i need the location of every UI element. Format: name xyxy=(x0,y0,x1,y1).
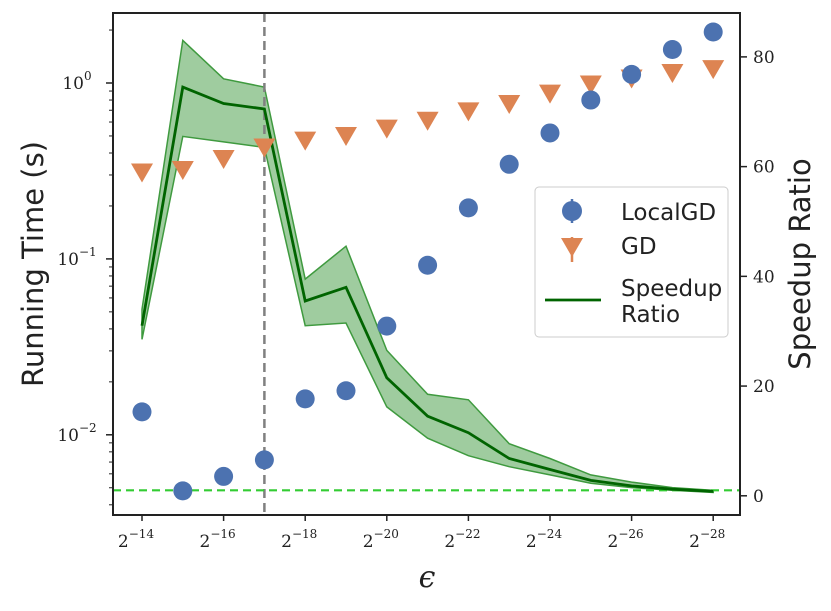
gd-point xyxy=(661,63,684,83)
y-right-tick-label: 0 xyxy=(753,487,764,507)
gd-point xyxy=(457,102,480,122)
x-tick-label: 2−20 xyxy=(363,527,399,552)
localgd-point xyxy=(132,402,152,422)
x-tick-label: 2−22 xyxy=(444,527,480,552)
localgd-point xyxy=(581,90,601,110)
gd-point xyxy=(702,60,725,80)
speedup-confidence-band xyxy=(141,38,714,494)
gd-point xyxy=(539,84,561,104)
legend-localgd-label: LocalGD xyxy=(621,200,716,226)
legend-localgd-marker xyxy=(562,199,582,223)
gd-point xyxy=(579,75,602,95)
x-tick-label: 2−16 xyxy=(200,527,236,552)
gd-point xyxy=(171,161,194,181)
gd-point xyxy=(131,163,153,183)
legend-speedup-label-line1: Speedup xyxy=(621,276,722,302)
gd-point xyxy=(294,131,317,151)
gd-point xyxy=(212,149,235,169)
y-left-tick-label: 10−2 xyxy=(57,421,96,446)
localgd-point xyxy=(173,481,193,501)
x-tick-label: 2−14 xyxy=(118,527,155,552)
plot-frame xyxy=(112,12,741,516)
y-right-tick-label: 80 xyxy=(753,48,775,68)
axes-layer: 2−14 2−16 2−18 2−20 2−22 2−24 2−26 2−28 100 10−1 1… xyxy=(57,29,775,552)
localgd-point xyxy=(540,123,560,143)
localgd-point xyxy=(254,450,274,470)
localgd-point xyxy=(377,316,397,336)
x-axis-label: ϵ xyxy=(419,560,436,595)
y-axis-label-right: Speedup Ratio xyxy=(783,158,817,369)
gd-point xyxy=(375,119,398,139)
localgd-point xyxy=(622,64,642,84)
x-tick-label: 2−24 xyxy=(526,527,563,552)
y-axis-label-left: Running Time (s) xyxy=(16,141,50,387)
y-left-tick-label: 10−1 xyxy=(57,245,96,270)
legend-speedup-label-line2: Ratio xyxy=(621,302,680,328)
legend-gd-marker xyxy=(561,237,583,262)
y-right-tick-label: 40 xyxy=(753,267,775,287)
gd-point xyxy=(498,94,521,114)
localgd-point xyxy=(703,22,723,42)
localgd-point xyxy=(295,389,315,409)
x-tick-label: 2−26 xyxy=(608,527,644,552)
gd-point xyxy=(253,138,276,158)
y-right-tick-label: 20 xyxy=(753,377,775,397)
y-left-tick-label: 100 xyxy=(62,69,91,94)
x-tick-label: 2−28 xyxy=(689,527,725,552)
localgd-point xyxy=(499,154,519,174)
gd-point xyxy=(416,111,439,131)
points-layer xyxy=(131,22,725,501)
x-tick-label: 2−18 xyxy=(281,527,317,552)
localgd-point xyxy=(662,40,682,60)
y-right-tick-label: 60 xyxy=(753,158,775,178)
localgd-point xyxy=(336,381,356,401)
speedup-ratio-line xyxy=(140,85,714,493)
localgd-point xyxy=(458,198,478,218)
localgd-point xyxy=(214,466,234,486)
speedup-band-layer xyxy=(141,38,714,494)
reference-lines-layer xyxy=(113,13,740,515)
localgd-point xyxy=(418,255,438,275)
speedup-line-layer xyxy=(140,85,714,493)
gd-point xyxy=(335,126,357,146)
legend-gd-label: GD xyxy=(621,234,657,260)
legend: LocalGD GD Speedup Ratio xyxy=(534,186,729,338)
